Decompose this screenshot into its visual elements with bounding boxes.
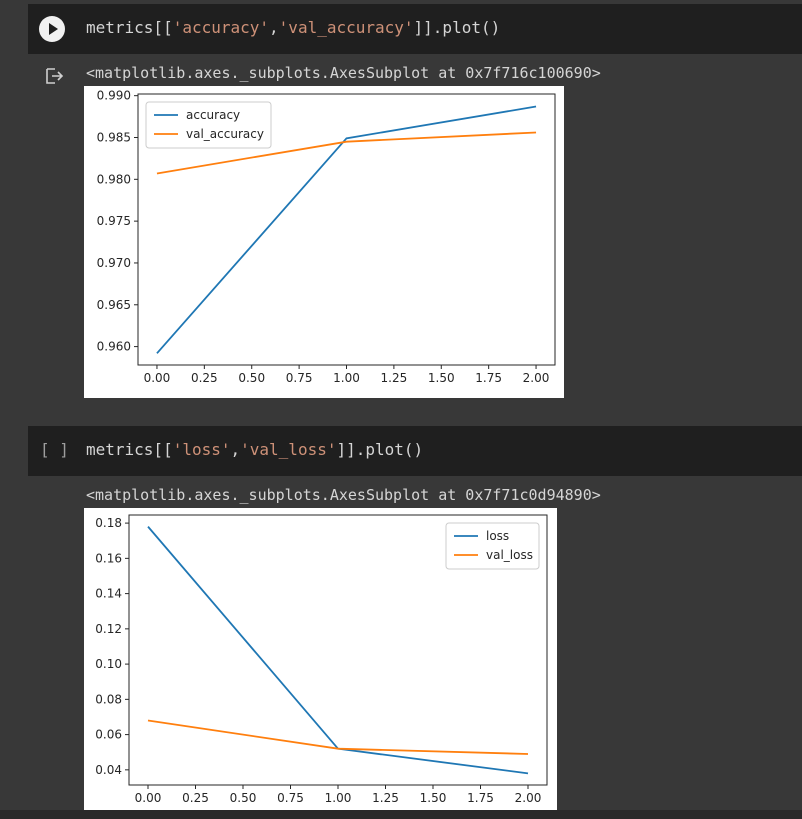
- legend-box: [445, 522, 540, 570]
- legend-label: loss: [486, 529, 509, 543]
- accuracy-plot: 0.00 0.25 0.50 0.75 1.00 1.25 1.50 1.75 2.00 0.96…: [84, 86, 564, 398]
- x-tick-label: 0.00: [135, 791, 162, 805]
- x-tick-label: 0.75: [277, 791, 304, 805]
- y-tick-label: 0.980: [97, 172, 131, 186]
- code-string: 'val_accuracy': [278, 18, 414, 37]
- loss-chart-svg: 0.00 0.25 0.50 0.75 1.00 1.25 1.50 1.75 2.00 0.04…: [95, 514, 548, 805]
- execution-count[interactable]: [ ]: [40, 440, 69, 459]
- series-line-val_accuracy: [156, 131, 537, 175]
- code-token: metrics[[: [86, 440, 173, 459]
- x-tick-label: 1.75: [467, 791, 494, 805]
- x-tick-label: 1.00: [325, 791, 352, 805]
- code-token: ]].plot(): [413, 18, 501, 37]
- legend-label: val_accuracy: [186, 127, 264, 141]
- output-text-1: <matplotlib.axes._subplots.AxesSubplot a…: [86, 64, 601, 82]
- bottom-border: [0, 810, 802, 819]
- code-token: ,: [269, 18, 279, 37]
- series-line-val_loss: [147, 719, 529, 755]
- y-tick-label: 0.10: [95, 657, 122, 671]
- loss-plot: 0.00 0.25 0.50 0.75 1.00 1.25 1.50 1.75 2.00 0.04…: [84, 508, 557, 815]
- code-editor-2[interactable]: metrics[['loss','val_loss']].plot(): [86, 440, 423, 459]
- x-tick-label: 0.25: [191, 371, 218, 385]
- legend-label: val_loss: [486, 548, 533, 562]
- code-cell-1[interactable]: [28, 4, 802, 54]
- y-tick-label: 0.990: [97, 89, 131, 103]
- x-tick-label: 1.25: [372, 791, 399, 805]
- code-string: 'accuracy': [172, 18, 270, 37]
- y-tick-label: 0.06: [95, 728, 122, 742]
- y-tick-label: 0.960: [97, 340, 131, 354]
- x-tick-label: 0.00: [144, 371, 171, 385]
- x-tick-label: 0.50: [230, 791, 257, 805]
- legend-label: accuracy: [186, 108, 240, 122]
- y-tick-label: 0.14: [95, 587, 122, 601]
- x-tick-label: 0.25: [182, 791, 209, 805]
- output-redirect-icon[interactable]: [46, 68, 64, 84]
- x-tick-label: 2.00: [515, 791, 542, 805]
- y-tick-label: 0.18: [95, 516, 122, 530]
- y-tick-label: 0.16: [95, 551, 122, 565]
- x-tick-label: 1.50: [428, 371, 455, 385]
- accuracy-chart-svg: 0.00 0.25 0.50 0.75 1.00 1.25 1.50 1.75 2.00 0.96…: [97, 89, 556, 385]
- code-token: ]].plot(): [336, 440, 424, 459]
- y-tick-label: 0.975: [97, 214, 131, 228]
- code-string: 'val_loss': [240, 440, 337, 459]
- code-token: ,: [230, 440, 241, 459]
- x-tick-label: 0.50: [238, 371, 265, 385]
- y-tick-label: 0.12: [95, 622, 122, 636]
- x-tick-label: 2.00: [523, 371, 550, 385]
- y-tick-label: 0.965: [97, 298, 131, 312]
- code-string: 'loss': [172, 440, 231, 459]
- code-token: metrics[[: [86, 18, 173, 37]
- x-tick-label: 1.75: [475, 371, 502, 385]
- series-line-accuracy: [156, 105, 537, 354]
- code-editor-1[interactable]: metrics[['accuracy','val_accuracy']].plo…: [86, 18, 500, 37]
- code-cell-2[interactable]: [28, 426, 802, 476]
- y-tick-label: 0.08: [95, 692, 122, 706]
- x-tick-label: 1.00: [333, 371, 360, 385]
- legend-box: [145, 101, 272, 149]
- y-tick-label: 0.04: [95, 763, 122, 777]
- y-tick-label: 0.985: [97, 130, 131, 144]
- y-tick-label: 0.970: [97, 256, 131, 270]
- output-text-2: <matplotlib.axes._subplots.AxesSubplot a…: [86, 486, 601, 504]
- x-tick-label: 1.25: [381, 371, 408, 385]
- x-tick-label: 0.75: [286, 371, 313, 385]
- play-icon[interactable]: [39, 16, 65, 42]
- x-tick-label: 1.50: [420, 791, 447, 805]
